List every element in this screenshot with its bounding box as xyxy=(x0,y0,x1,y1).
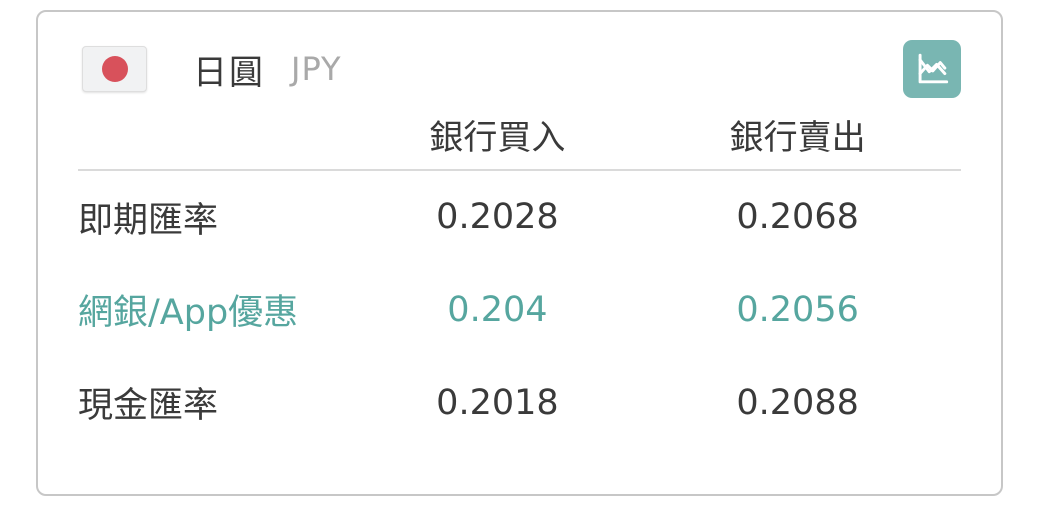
exchange-rate-table: 銀行買入 銀行賣出 即期匯率 0.2028 0.2068 網銀/App優惠 0.… xyxy=(78,100,961,449)
empty-header-cell xyxy=(78,100,361,171)
column-header-bank-sell: 銀行賣出 xyxy=(634,100,961,171)
cash-sell-rate: 0.2088 xyxy=(736,382,859,423)
row-label: 即期匯率 xyxy=(78,200,219,241)
row-label: 網銀/App優惠 xyxy=(78,293,299,333)
spot-sell-rate: 0.2068 xyxy=(736,197,859,237)
currency-code: JPY xyxy=(291,50,342,88)
spot-buy-rate: 0.2028 xyxy=(436,197,559,237)
rate-history-chart-button[interactable] xyxy=(903,40,961,98)
promo-sell-rate: 0.2056 xyxy=(736,289,859,330)
table-row-spot-rate: 即期匯率 0.2028 0.2068 xyxy=(78,170,961,263)
line-chart-icon xyxy=(910,47,954,91)
card-header: 日圓 JPY xyxy=(82,38,961,100)
cash-buy-rate: 0.2018 xyxy=(436,382,559,423)
column-header-bank-buy: 銀行買入 xyxy=(360,100,635,171)
japan-flag-red-circle xyxy=(101,56,128,82)
table-header-row: 銀行買入 銀行賣出 xyxy=(78,100,961,171)
currency-rate-card: 日圓 JPY 銀行買入 銀行賣出 xyxy=(36,10,1003,496)
row-label: 現金匯率 xyxy=(78,386,219,426)
currency-name: 日圓 xyxy=(193,52,265,93)
table-row-online-app-promo: 網銀/App優惠 0.204 0.2056 xyxy=(78,263,961,356)
japan-flag-icon xyxy=(82,46,147,92)
table-row-cash-rate: 現金匯率 0.2018 0.2088 xyxy=(78,356,961,449)
promo-buy-rate: 0.204 xyxy=(447,289,548,330)
